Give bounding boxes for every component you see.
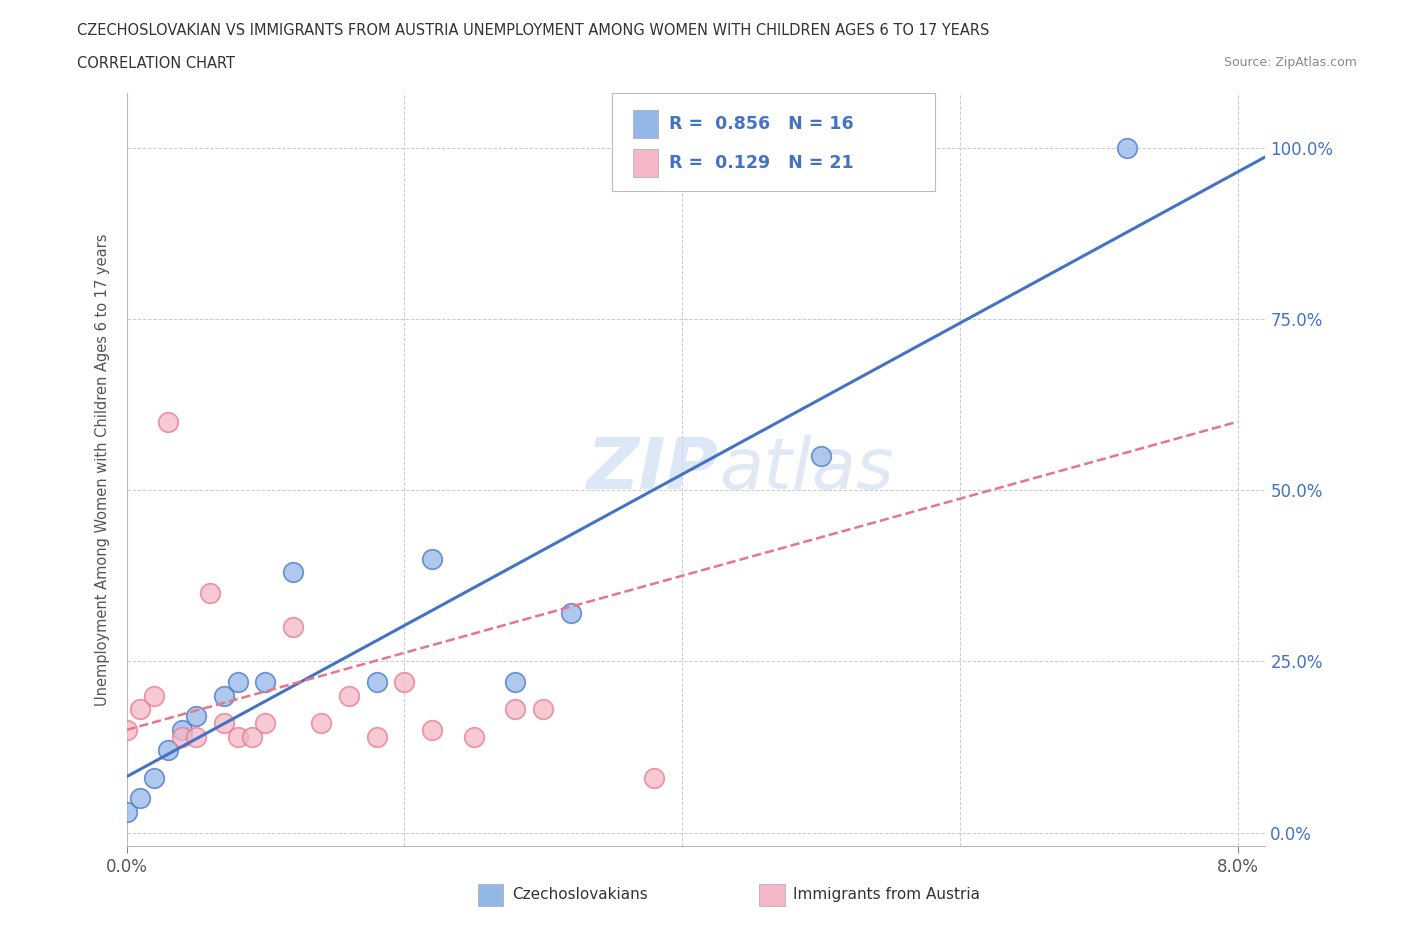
Point — [226, 674, 249, 689]
Point — [1115, 140, 1137, 155]
Point — [157, 743, 180, 758]
Point — [172, 729, 194, 744]
Point — [643, 770, 665, 785]
Point — [115, 804, 138, 819]
Text: Source: ZipAtlas.com: Source: ZipAtlas.com — [1223, 56, 1357, 69]
Point — [337, 688, 360, 703]
Text: Czechoslovakians: Czechoslovakians — [512, 887, 648, 902]
Text: CZECHOSLOVAKIAN VS IMMIGRANTS FROM AUSTRIA UNEMPLOYMENT AMONG WOMEN WITH CHILDRE: CZECHOSLOVAKIAN VS IMMIGRANTS FROM AUSTR… — [77, 23, 990, 38]
Point — [240, 729, 263, 744]
Point — [394, 674, 416, 689]
Point — [420, 551, 443, 566]
Point — [129, 790, 152, 805]
Point — [129, 702, 152, 717]
Point — [254, 715, 277, 730]
Point — [366, 674, 388, 689]
Point — [184, 729, 207, 744]
Point — [420, 723, 443, 737]
Point — [283, 619, 305, 634]
Text: R =  0.129   N = 21: R = 0.129 N = 21 — [669, 153, 853, 172]
Text: ZIP: ZIP — [586, 435, 718, 504]
Point — [309, 715, 332, 730]
Point — [505, 674, 527, 689]
Point — [463, 729, 485, 744]
Point — [115, 723, 138, 737]
Point — [505, 702, 527, 717]
Point — [531, 702, 554, 717]
Point — [560, 606, 582, 621]
Point — [157, 414, 180, 429]
Text: Immigrants from Austria: Immigrants from Austria — [793, 887, 980, 902]
Point — [254, 674, 277, 689]
Point — [366, 729, 388, 744]
Y-axis label: Unemployment Among Women with Children Ages 6 to 17 years: Unemployment Among Women with Children A… — [94, 233, 110, 706]
Point — [143, 688, 166, 703]
Point — [172, 723, 194, 737]
Point — [212, 688, 235, 703]
Point — [198, 586, 221, 601]
Point — [810, 448, 832, 463]
Point — [212, 715, 235, 730]
Point — [226, 729, 249, 744]
Point — [143, 770, 166, 785]
Text: atlas: atlas — [718, 435, 893, 504]
Text: R =  0.856   N = 16: R = 0.856 N = 16 — [669, 114, 853, 133]
Text: CORRELATION CHART: CORRELATION CHART — [77, 56, 235, 71]
Point — [184, 709, 207, 724]
Point — [283, 565, 305, 579]
